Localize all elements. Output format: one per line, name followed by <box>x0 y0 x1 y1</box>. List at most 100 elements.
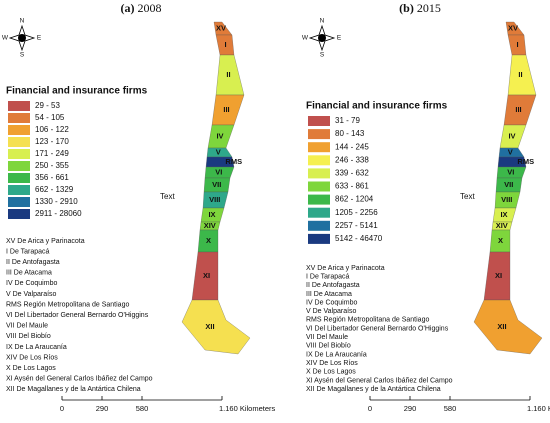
legend-swatch <box>308 233 330 244</box>
region-list-item: VIII Del Biobío <box>6 333 51 340</box>
region-label: XV <box>508 23 518 32</box>
legend-swatch <box>8 149 30 159</box>
legend-label: 54 - 105 <box>35 113 65 122</box>
scale-label: 1.160 Kilometers <box>527 404 550 413</box>
region-label: IV <box>216 131 223 140</box>
region-label: RMS <box>225 157 242 166</box>
legend-label: 106 - 122 <box>35 125 69 134</box>
region-label: I <box>224 40 226 49</box>
map-region <box>473 299 543 355</box>
region-list-item: XI Aysén del General Carlos Ibáñez del C… <box>6 376 153 383</box>
region-list-item: V De Valparaíso <box>306 308 357 315</box>
scale-label: 580 <box>444 404 457 413</box>
legend-title: Financial and insurance firms <box>306 101 448 112</box>
compass-n: N <box>20 18 25 25</box>
region-list-item: XV De Arica y Parinacota <box>6 238 85 245</box>
legend-label: 171 - 249 <box>35 149 69 158</box>
legend-label: 1330 - 2910 <box>35 197 78 206</box>
region-label: VII <box>504 180 513 189</box>
region-label: X <box>206 236 211 245</box>
region-label: V <box>216 147 221 156</box>
legend-swatch <box>308 155 330 166</box>
region-label: XI <box>203 271 210 280</box>
panel: (b) 2015 N S E W Financial and insurance firm… <box>302 1 550 413</box>
scale-label: 290 <box>96 404 109 413</box>
region-list-item: VII Del Maule <box>306 334 348 341</box>
region-label: III <box>515 105 521 114</box>
region-list-item: RMS Región Metropolitana de Santiago <box>306 317 429 324</box>
legend-swatch <box>8 209 30 219</box>
legend-label: 80 - 143 <box>335 129 365 138</box>
panel: (a) 2008 N S E W Financial and insurance firm… <box>2 1 276 413</box>
legend-label: 2257 - 5141 <box>335 221 378 230</box>
region-label: V <box>508 147 513 156</box>
region-label: XI <box>495 271 502 280</box>
panel-title: (b) 2015 <box>399 1 441 15</box>
region-list-item: X De Los Lagos <box>6 365 56 372</box>
region-list-item: X De Los Lagos <box>306 369 356 376</box>
panel-year: 2008 <box>138 1 162 15</box>
scale-label: 580 <box>136 404 149 413</box>
region-label: IV <box>508 131 515 140</box>
panel-title: (a) 2008 <box>121 1 162 15</box>
compass-center <box>318 34 326 42</box>
legend-swatch <box>8 185 30 195</box>
region-list-item: XI Aysén del General Carlos Ibáñez del C… <box>306 377 453 384</box>
compass-w: W <box>302 35 309 42</box>
region-list-item: RMS Región Metropolitana de Santiago <box>6 301 129 308</box>
region-label: VI <box>507 167 514 176</box>
region-label: XII <box>497 322 506 331</box>
legend-label: 123 - 170 <box>35 137 69 146</box>
legend-label: 246 - 338 <box>335 155 369 164</box>
legend-swatch <box>8 125 30 135</box>
scale-label: 0 <box>368 404 372 413</box>
text-label: Text <box>160 192 175 201</box>
region-list-item: VI Del Libertador General Bernardo O'Hig… <box>306 325 449 332</box>
legend-swatch <box>308 194 330 205</box>
legend-swatch <box>8 137 30 147</box>
legend-title: Financial and insurance firms <box>6 86 148 97</box>
compass-e: E <box>337 35 342 42</box>
legend-label: 29 - 53 <box>35 101 60 110</box>
legend-label: 356 - 661 <box>35 173 69 182</box>
scale-label: 1.160 Kilometers <box>219 404 276 413</box>
region-list-item: VIII Del Biobío <box>306 343 351 350</box>
legend-swatch <box>308 116 330 126</box>
legend-swatch <box>8 113 30 123</box>
region-label: XIV <box>204 221 216 230</box>
legend-label: 1205 - 2256 <box>335 208 378 217</box>
region-list-item: III De Atacama <box>306 291 352 298</box>
region-list-item: IV De Coquimbo <box>306 299 357 306</box>
legend-label: 633 - 861 <box>335 182 369 191</box>
region-label: II <box>518 70 522 79</box>
region-list-item: VI Del Libertador General Bernardo O'Hig… <box>6 312 149 319</box>
region-list-item: II De Antofagasta <box>306 282 360 289</box>
region-list-item: II De Antofagasta <box>6 259 60 266</box>
scale-label: 290 <box>404 404 417 413</box>
region-label: X <box>498 236 503 245</box>
region-list-item: XII De Magallanes y de la Antártica Chil… <box>6 386 141 393</box>
legend-label: 2911 - 28060 <box>35 209 82 218</box>
region-list-item: XIV De Los Ríos <box>306 360 358 367</box>
legend-label: 31 - 79 <box>335 116 360 125</box>
legend-swatch <box>8 101 30 111</box>
legend-label: 339 - 632 <box>335 169 369 178</box>
legend-swatch <box>308 168 330 179</box>
region-label: I <box>516 40 518 49</box>
compass-s: S <box>320 52 325 59</box>
legend-label: 144 - 245 <box>335 142 369 151</box>
region-list-item: I De Tarapacá <box>306 273 350 280</box>
region-label: VIII <box>501 195 512 204</box>
legend-label: 862 - 1204 <box>335 195 374 204</box>
region-list-item: I De Tarapacá <box>6 248 50 255</box>
region-label: XIV <box>496 221 508 230</box>
region-label: VI <box>215 167 222 176</box>
legend-label: 250 - 355 <box>35 161 69 170</box>
region-list-item: IX De La Araucanía <box>6 344 67 351</box>
region-label: II <box>226 70 230 79</box>
region-label: XV <box>216 23 226 32</box>
region-list-item: IV De Coquimbo <box>6 280 57 287</box>
panel-label: (a) <box>121 1 135 15</box>
legend-swatch <box>8 161 30 171</box>
text-label: Text <box>460 192 475 201</box>
